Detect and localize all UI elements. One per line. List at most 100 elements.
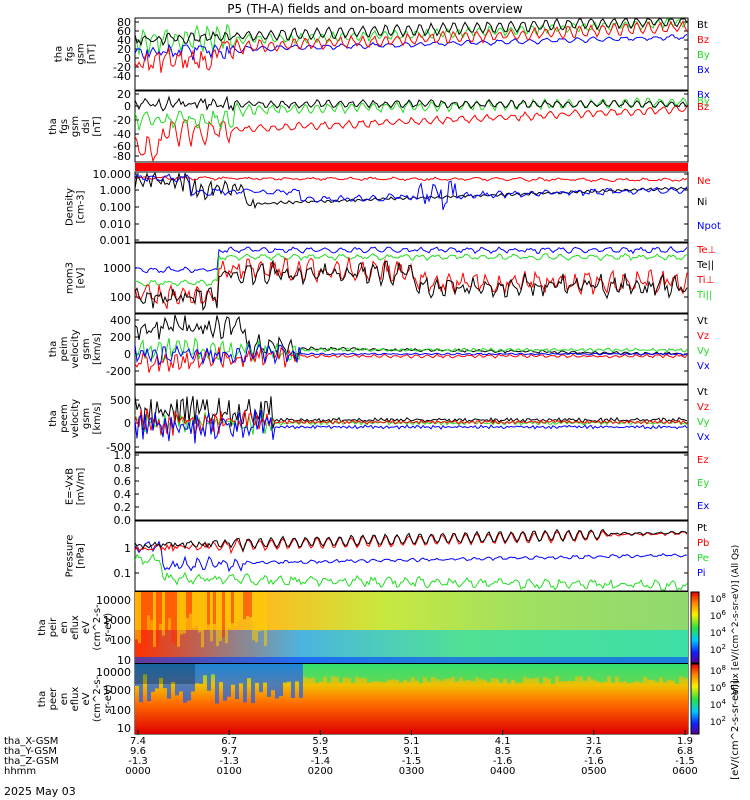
series-By — [135, 18, 688, 55]
electron-spectrogram-stripe — [455, 664, 459, 682]
x-axis-tick-label: -1.4 — [311, 756, 331, 767]
y-axis-label-line: dsl — [81, 119, 92, 133]
legend-Vt: Vt — [697, 387, 708, 398]
legend-Pe: Pe — [697, 553, 709, 564]
electron-spectrogram-stripe — [579, 664, 583, 677]
ion-spectrogram-stripe — [147, 592, 150, 616]
electron-spectrogram-stripe — [271, 664, 275, 691]
ion-spectrogram-stripe — [222, 592, 225, 638]
electron-spectrogram-stripe — [475, 664, 479, 678]
ion-spectrogram-stripe — [228, 592, 231, 628]
electron-spectrogram-stripe — [507, 664, 511, 684]
colorbar-tick-base: 10 — [710, 595, 722, 605]
panel-frame — [134, 242, 689, 314]
electron-spectrogram-stripe — [355, 664, 359, 677]
y-tick-label: 0 — [124, 52, 131, 65]
y-tick-label: 20 — [117, 43, 131, 56]
panel-5: 4002000-200thapeimvelocitygsm[km/s]VtVzV… — [48, 313, 710, 385]
ion-spectrogram-stripe — [237, 592, 240, 622]
y-tick-label: 1000 — [103, 262, 131, 275]
ion-spectrogram-stripe — [255, 592, 258, 643]
y-tick-label: 0.1 — [114, 567, 132, 580]
electron-spectrogram-stripe — [559, 664, 563, 682]
electron-spectrogram-stripe — [607, 664, 611, 677]
x-axis-tick-label: 4.1 — [495, 736, 511, 747]
ion-spectrogram-stripe — [258, 592, 261, 632]
ion-spectrogram-stripe — [216, 592, 219, 647]
electron-spectrogram-stripe — [219, 664, 223, 683]
legend-Bz: Bz — [697, 102, 709, 113]
y-axis-label-line: gsm — [81, 408, 92, 429]
panel-frame — [134, 90, 689, 163]
electron-spectrogram-stripe — [571, 664, 575, 682]
electron-spectrogram-stripe — [407, 664, 411, 682]
electron-spectrogram-stripe — [567, 664, 571, 681]
electron-spectrogram-stripe — [159, 664, 163, 678]
electron-spectrogram-stripe — [463, 664, 467, 681]
ion-spectrogram-stripe — [231, 592, 234, 624]
series-group-fgs-gsm — [135, 18, 688, 73]
electron-spectrogram-stripe — [239, 664, 243, 684]
x-axis-tick-label: 0600 — [672, 766, 697, 777]
x-axis-row-label: hhmm — [4, 766, 36, 777]
y-tick-label: 1.000 — [100, 184, 132, 197]
ion-spectrogram-stripe — [264, 592, 267, 646]
ion-spectrogram-stripe — [141, 592, 144, 634]
legend-Ey: Ey — [697, 478, 709, 489]
colorbar-label: [eV/(cm^2-s-sr-eV)] — [730, 680, 741, 780]
electron-spectrogram-stripe — [319, 664, 323, 682]
x-axis-row-label: tha_X-GSM — [4, 736, 58, 747]
series-Bt — [135, 18, 688, 47]
y-tick-label: -500 — [106, 441, 131, 454]
y-tick-label: -40 — [113, 128, 131, 141]
electron-spectrogram-stripe — [315, 664, 319, 683]
y-tick-label: -20 — [113, 61, 131, 74]
series-Pe — [135, 553, 688, 591]
y-tick-label: 200 — [110, 331, 131, 344]
colorbar-tick-exp: 6 — [721, 681, 726, 689]
electron-spectrogram-stripe — [483, 664, 487, 681]
colorbar-scale — [690, 591, 700, 664]
ion-spectrogram-stripe — [156, 592, 159, 648]
y-axis-label-line: (cm^2-s- — [92, 675, 103, 722]
y-tick-label: 0.010 — [100, 218, 132, 231]
y-tick-label: 100 — [110, 634, 131, 647]
panel-frame — [134, 520, 689, 592]
x-axis-tick-label: -1.5 — [675, 756, 695, 767]
electron-spectrogram-stripe — [211, 664, 215, 675]
ion-spectrogram-stripe — [138, 592, 141, 644]
electron-spectrogram-stripe — [611, 664, 615, 683]
y-axis-label-line: peir — [48, 617, 59, 637]
electron-spectrogram-stripe — [615, 664, 619, 677]
series-Ti-par — [135, 252, 688, 287]
legend-Bx: Bx — [697, 90, 710, 101]
y-axis-label-line: velocity — [70, 329, 81, 368]
series-Bx — [135, 95, 688, 112]
electron-spectrogram-stripe — [183, 664, 187, 703]
electron-spectrogram-stripe — [347, 664, 351, 679]
y-axis-label-line: sr-eV) — [103, 613, 114, 642]
y-tick-label: 500 — [110, 394, 131, 407]
panel-8: 1 0.1 Pressure[nPa] Pt Pb Pe Pi — [65, 520, 709, 592]
ion-spectrogram-stripe — [162, 592, 165, 636]
series-Pi — [135, 540, 687, 573]
series-Npot — [135, 173, 688, 211]
y-axis-label-line: [nT] — [92, 116, 103, 136]
x-axis-row-label: tha_Y-GSM — [4, 746, 57, 757]
electron-spectrogram-stripe — [503, 664, 507, 679]
ion-spectrogram-stripe — [207, 592, 210, 625]
colorbar-tick-exp: 4 — [721, 698, 726, 706]
y-tick-label: 0.001 — [100, 234, 132, 247]
electron-spectrogram-stripe — [563, 664, 567, 682]
electron-spectrogram-stripe — [543, 664, 547, 677]
figure-title: P5 (TH-A) fields and on-board moments ov… — [227, 2, 523, 16]
x-axis-tick-label: 5.1 — [404, 736, 420, 747]
y-axis-label: thapeemvelocitygsm[km/s] — [48, 399, 103, 438]
legend-Vy: Vy — [697, 346, 710, 357]
x-axis-tick-label: 0400 — [490, 766, 515, 777]
x-axis-labels: tha_X-GSMtha_Y-GSMtha_Z-GSMhhmm7.49.6-1.… — [4, 730, 698, 777]
series-group-electron-velocity — [135, 395, 688, 444]
series-Vz — [135, 346, 688, 373]
